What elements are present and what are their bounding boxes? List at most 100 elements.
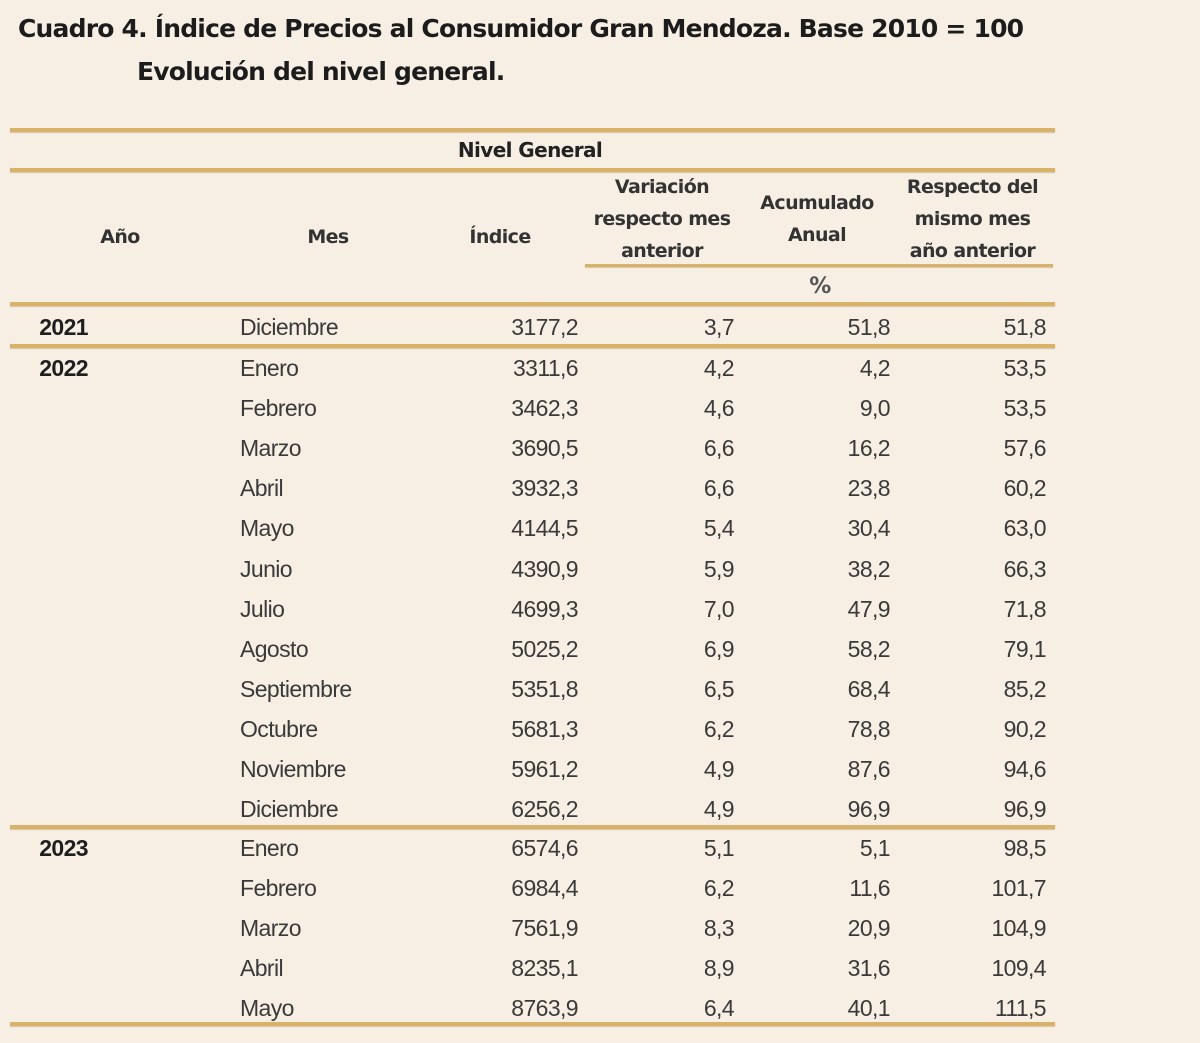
- column-header-variacion: Variación respecto mes anterior: [582, 171, 742, 267]
- month-cell: Junio: [240, 555, 293, 582]
- table-row: Febrero 3462,3 4,6 9,0 53,5: [0, 388, 1060, 428]
- acumulado-cell: 30,4: [847, 515, 891, 542]
- respecto-cell: 57,6: [1003, 435, 1047, 462]
- header-line: Anual: [787, 224, 847, 246]
- acumulado-cell: 20,9: [847, 915, 891, 941]
- month-cell: Julio: [240, 595, 285, 622]
- variacion-cell: 8,9: [703, 955, 735, 981]
- year-cell: 2022: [39, 355, 88, 381]
- header-bottom-rule: [10, 302, 1055, 306]
- indice-cell: 5025,2: [511, 635, 578, 662]
- acumulado-cell: 31,6: [847, 955, 891, 981]
- month-cell: Enero: [240, 355, 299, 381]
- month-cell: Enero: [240, 835, 299, 861]
- respecto-cell: 90,2: [1003, 715, 1047, 742]
- respecto-cell: 63,0: [1003, 515, 1047, 542]
- indice-cell: 3462,3: [511, 395, 578, 422]
- respecto-cell: 111,5: [994, 995, 1047, 1021]
- respecto-cell: 53,5: [1003, 355, 1047, 381]
- table-row: Mayo 4144,5 5,4 30,4 63,0: [0, 508, 1060, 548]
- variacion-cell: 7,0: [703, 595, 735, 622]
- indice-cell: 5961,2: [511, 756, 578, 782]
- variacion-cell: 6,4: [703, 995, 735, 1021]
- header-line: Variación: [614, 176, 710, 198]
- respecto-cell: 79,1: [1003, 635, 1047, 662]
- indice-cell: 3690,5: [511, 435, 578, 462]
- month-cell: Marzo: [240, 915, 302, 941]
- acumulado-cell: 58,2: [847, 635, 891, 662]
- indice-cell: 5351,8: [511, 675, 578, 702]
- column-header-respecto: Respecto del mismo mes año anterior: [895, 171, 1050, 267]
- indice-cell: 8235,1: [511, 955, 578, 981]
- acumulado-cell: 5,1: [859, 835, 891, 861]
- month-cell: Marzo: [240, 435, 302, 462]
- variacion-cell: 4,2: [703, 355, 735, 381]
- indice-cell: 4390,9: [511, 555, 578, 582]
- acumulado-cell: 96,9: [847, 796, 891, 823]
- table-title: Cuadro 4. Índice de Precios al Consumido…: [18, 14, 1024, 43]
- acumulado-cell: 87,6: [847, 756, 891, 782]
- table-row: Abril 3932,3 6,6 23,8 60,2: [0, 468, 1060, 508]
- table-row: Agosto 5025,2 6,9 58,2 79,1: [0, 629, 1060, 669]
- variacion-cell: 4,9: [703, 796, 735, 823]
- acumulado-cell: 4,2: [859, 355, 891, 381]
- table-row: Septiembre 5351,8 6,5 68,4 85,2: [0, 669, 1060, 709]
- respecto-cell: 60,2: [1003, 475, 1047, 502]
- indice-cell: 6984,4: [511, 875, 578, 901]
- respecto-cell: 53,5: [1003, 395, 1047, 422]
- month-cell: Noviembre: [240, 756, 346, 782]
- respecto-cell: 109,4: [991, 955, 1046, 981]
- acumulado-cell: 9,0: [859, 395, 891, 422]
- header-line: mismo mes: [914, 208, 1031, 230]
- indice-cell: 6574,6: [511, 835, 578, 861]
- column-header-acumulado: Acumulado Anual: [742, 187, 892, 251]
- respecto-cell: 94,6: [1003, 756, 1047, 782]
- variacion-cell: 6,2: [703, 715, 735, 742]
- variacion-cell: 4,6: [703, 395, 735, 422]
- group-header-rule: [10, 168, 1055, 172]
- table-bottom-rule: [10, 1022, 1055, 1026]
- acumulado-cell: 16,2: [847, 435, 891, 462]
- year-cell: 2021: [39, 314, 88, 340]
- acumulado-cell: 23,8: [847, 475, 891, 502]
- year-cell: 2023: [39, 835, 88, 861]
- indice-cell: 3311,6: [512, 355, 579, 381]
- respecto-cell: 85,2: [1003, 675, 1047, 702]
- variacion-cell: 5,1: [703, 835, 735, 861]
- indice-cell: 7561,9: [511, 915, 578, 941]
- respecto-cell: 71,8: [1003, 595, 1047, 622]
- table-row: Junio 4390,9 5,9 38,2 66,3: [0, 549, 1060, 589]
- acumulado-cell: 38,2: [847, 555, 891, 582]
- header-line: año anterior: [909, 240, 1036, 262]
- table-subtitle: Evolución del nivel general.: [137, 57, 505, 86]
- month-cell: Mayo: [240, 995, 294, 1021]
- acumulado-cell: 47,9: [847, 595, 891, 622]
- month-cell: Mayo: [240, 515, 294, 542]
- indice-cell: 3177,2: [511, 314, 578, 340]
- unit-percent-label: %: [809, 274, 831, 299]
- table-row: Mayo 8763,9 6,4 40,1 111,5: [0, 988, 1060, 1028]
- percent-group-rule: [585, 264, 1053, 267]
- variacion-cell: 6,9: [703, 635, 735, 662]
- variacion-cell: 6,6: [703, 435, 735, 462]
- indice-cell: 5681,3: [511, 715, 578, 742]
- acumulado-cell: 11,6: [849, 875, 890, 901]
- respecto-cell: 51,8: [1003, 314, 1047, 340]
- rule-after-2022: [10, 825, 1055, 829]
- table-row: Abril 8235,1 8,9 31,6 109,4: [0, 948, 1060, 988]
- variacion-cell: 5,4: [703, 515, 735, 542]
- group-header-nivel-general: Nivel General: [457, 138, 603, 162]
- month-cell: Septiembre: [240, 675, 352, 702]
- table-row: 2021 Diciembre 3177,2 3,7 51,8 51,8: [0, 307, 1060, 347]
- table-row: Marzo 7561,9 8,3 20,9 104,9: [0, 908, 1060, 948]
- variacion-cell: 6,5: [703, 675, 735, 702]
- variacion-cell: 6,6: [703, 475, 735, 502]
- variacion-cell: 5,9: [703, 555, 735, 582]
- month-cell: Febrero: [240, 875, 317, 901]
- indice-cell: 3932,3: [511, 475, 578, 502]
- respecto-cell: 101,7: [991, 875, 1046, 901]
- month-cell: Diciembre: [240, 314, 339, 340]
- indice-cell: 4699,3: [511, 595, 578, 622]
- table-row: Julio 4699,3 7,0 47,9 71,8: [0, 589, 1060, 629]
- table-row: Diciembre 6256,2 4,9 96,9 96,9: [0, 789, 1060, 829]
